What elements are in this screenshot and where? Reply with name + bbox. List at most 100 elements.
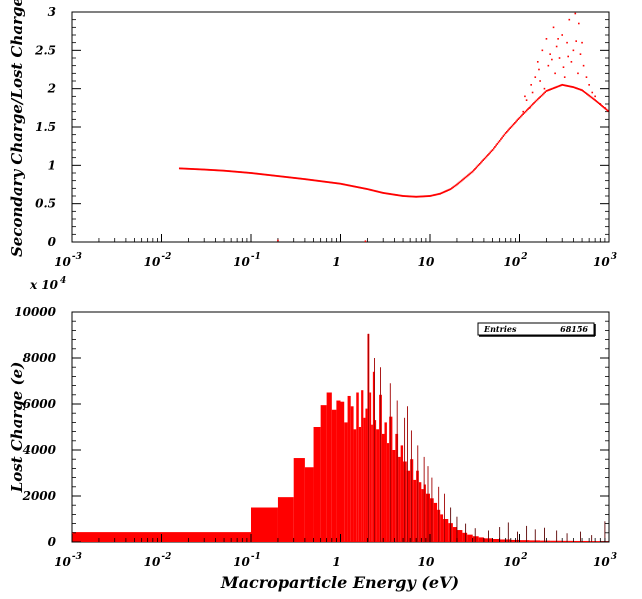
top-curve-point xyxy=(197,168,199,171)
top-scatter-point xyxy=(549,53,551,55)
top-curve-point xyxy=(259,173,262,176)
histogram-bar xyxy=(372,371,375,542)
bottom-x-axis-label: Macroparticle Energy (eV) xyxy=(220,573,459,592)
top-y-tick-label: 1 xyxy=(48,158,56,172)
bottom-x-tick-label: 10 xyxy=(418,555,435,569)
top-curve-point xyxy=(359,186,361,189)
top-curve-point xyxy=(313,179,316,182)
top-x-tick-label: 10-3 xyxy=(54,252,82,269)
bottom-y-multiplier-exp: 4 xyxy=(60,276,66,286)
bottom-x-tick-label: 1 xyxy=(332,555,340,569)
top-curve-point xyxy=(444,190,446,193)
top-curve-point xyxy=(445,190,447,193)
top-curve-point xyxy=(594,99,596,102)
top-curve-point xyxy=(543,92,545,95)
top-curve-point xyxy=(376,190,378,193)
histogram-bar xyxy=(467,534,473,542)
top-curve-point xyxy=(463,177,466,180)
top-scatter-point xyxy=(557,38,559,40)
top-curve-point xyxy=(497,141,500,144)
top-curve-point xyxy=(385,192,388,195)
stats-entries-label: Entries xyxy=(483,324,517,334)
bottom-x-tick-label: 102 xyxy=(504,552,528,569)
top-curve-point xyxy=(256,172,258,175)
top-curve-point xyxy=(471,170,474,173)
top-curve-point xyxy=(257,172,260,175)
top-curve-point xyxy=(516,119,518,122)
top-curve-point xyxy=(449,188,452,190)
top-curve-point xyxy=(339,182,342,185)
top-curve-point xyxy=(344,183,347,186)
top-curve-point xyxy=(302,178,305,180)
top-plot-frame xyxy=(71,11,610,243)
top-y-tick-label: 0.5 xyxy=(35,197,56,211)
stats-box-frame xyxy=(477,322,595,336)
top-curve-point xyxy=(297,177,300,180)
top-curve-point xyxy=(514,122,516,124)
top-curve-point xyxy=(433,194,435,197)
top-curve-point xyxy=(286,176,289,179)
top-curve-point xyxy=(377,190,380,193)
histogram-bar xyxy=(443,519,449,542)
top-curve-point xyxy=(512,123,515,126)
bottom-y-axis-label: Lost Charge (e) xyxy=(8,362,26,494)
top-scatter-point xyxy=(551,58,553,61)
top-scatter-point xyxy=(604,107,606,109)
top-curve-point xyxy=(291,176,294,179)
top-curve-point xyxy=(401,194,403,197)
bottom-y-tick-label: 4000 xyxy=(23,443,57,457)
top-curve-point xyxy=(532,103,534,106)
top-curve-point xyxy=(248,171,251,174)
bottom-x-tick-exp: 2 xyxy=(520,552,527,562)
top-curve-point xyxy=(481,160,483,163)
top-scatter-point xyxy=(547,64,550,67)
top-scatter-point xyxy=(539,80,541,82)
top-curve-point xyxy=(299,177,301,180)
top-curve-point xyxy=(417,195,420,198)
top-curve-point xyxy=(457,182,459,185)
top-curve-point xyxy=(519,115,522,118)
top-scatter-point xyxy=(572,49,575,52)
top-curve-point xyxy=(336,182,338,185)
top-scatter-point xyxy=(554,72,556,75)
top-x-tick-exp: -1 xyxy=(251,252,261,262)
top-curve-point xyxy=(215,169,217,172)
top-curve-point xyxy=(423,195,426,198)
top-x-tick-base: 10 xyxy=(54,255,71,269)
bottom-axis-ticks xyxy=(71,311,610,543)
top-curve-point xyxy=(483,157,486,160)
top-curve-point xyxy=(452,186,454,189)
top-curve-point xyxy=(224,169,227,172)
top-curve-point xyxy=(384,192,387,195)
top-curve-point xyxy=(390,193,393,196)
histogram-bar xyxy=(369,392,372,542)
top-curve-point xyxy=(605,108,608,111)
top-curve-point xyxy=(277,175,279,177)
top-curve-point xyxy=(213,169,216,172)
top-curve-point xyxy=(524,110,527,113)
top-curve-point xyxy=(278,175,280,178)
top-scatter-point xyxy=(581,41,583,44)
top-curve-point xyxy=(418,195,421,198)
top-scatter-point xyxy=(534,76,537,78)
top-scatter-point xyxy=(543,87,546,90)
top-curve-point xyxy=(600,104,602,106)
top-curve-point xyxy=(327,181,330,184)
top-curve-point xyxy=(441,191,444,194)
top-curve-point xyxy=(389,193,392,195)
top-curve-point xyxy=(310,179,312,181)
top-x-tick-exp: 2 xyxy=(520,252,527,262)
top-curve-point xyxy=(575,87,577,89)
top-curve-point xyxy=(558,84,561,87)
top-curve-point xyxy=(430,194,433,197)
top-curve-point xyxy=(187,167,190,170)
top-x-tick-exp: -2 xyxy=(161,252,171,262)
top-curve-point xyxy=(255,172,257,175)
stats-box: Entries 68156 xyxy=(477,322,596,337)
histogram-bar xyxy=(392,450,396,542)
top-curve-point xyxy=(191,168,193,170)
top-curve-point xyxy=(489,151,492,154)
top-curve-point xyxy=(212,169,215,171)
